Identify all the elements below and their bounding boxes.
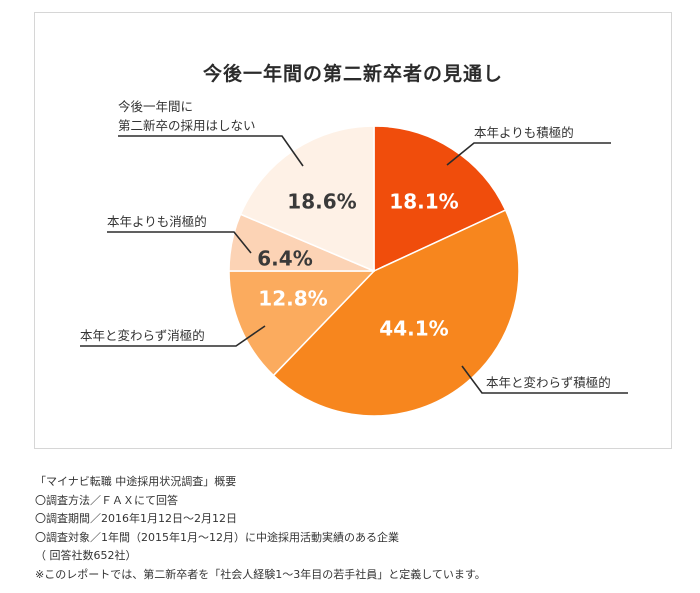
slice-category-label: 本年よりも消極的 (107, 214, 207, 229)
leader-line (446, 142, 611, 166)
slice-category-label: 本年よりも積極的 (474, 125, 574, 140)
note-line: 〇調査対象／1年間（2015年1月～12月）に中途採用活動実績のある企業 (35, 530, 399, 544)
pie-slice (272, 209, 520, 417)
pie-slice (239, 125, 375, 273)
note-line: 「マイナビ転職 中途採用状況調査」概要 (35, 475, 237, 488)
note-line: 〇調査期間／2016年1月12日～2月12日 (35, 512, 237, 526)
survey-notes: 「マイナビ転職 中途採用状況調査」概要 〇調査方法／ＦＡＸにて回答 〇調査期間／… (35, 473, 486, 585)
note-line: ※このレポートでは、第二新卒者を「社会人経験1～3年目の若手社員」と定義していま… (35, 567, 486, 581)
pie-slice (373, 125, 507, 273)
slice-category-label: 本年と変わらず積極的 (486, 375, 611, 390)
slice-category-label: 今後一年間に第二新卒の採用はしない (118, 99, 256, 133)
slice-value-label: 18.1% (389, 190, 458, 214)
slice-value-label: 44.1% (379, 317, 448, 341)
leader-line (107, 231, 252, 254)
leader-line (118, 135, 304, 167)
pie-slice (228, 270, 376, 377)
pie-chart: 18.1% 44.1% 12.8% 6.4% 18.6% 本年よりも積極的本年と変わらず… (80, 99, 628, 417)
slice-value-label: 6.4% (257, 247, 312, 271)
chart-title: 今後一年間の第二新卒者の見通し (202, 63, 503, 85)
note-line: 〇調査方法／ＦＡＸにて回答 (35, 493, 178, 507)
leader-line (80, 325, 266, 347)
note-line: （ 回答社数652社） (35, 549, 137, 563)
slice-value-label: 18.6% (287, 190, 356, 214)
slice-value-label: 12.8% (258, 287, 327, 311)
leader-line (461, 365, 628, 394)
slice-category-label: 本年と変わらず消極的 (80, 328, 205, 343)
